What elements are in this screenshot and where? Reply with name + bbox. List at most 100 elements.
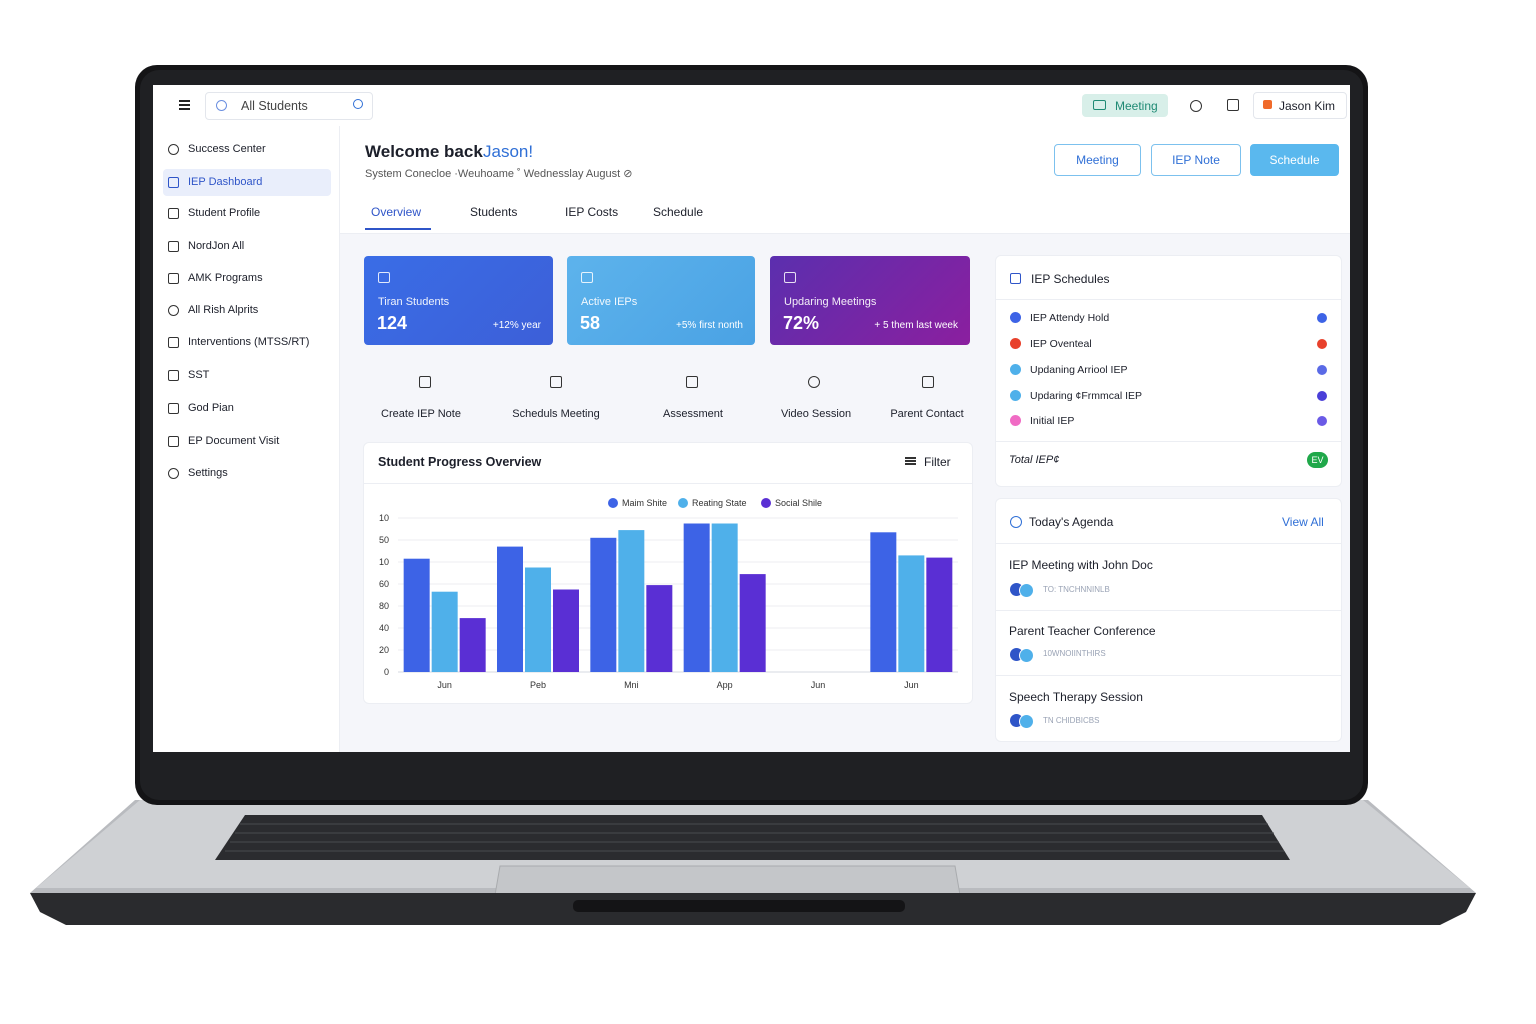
agenda-item-meta: TN CHIDBICBS	[1043, 716, 1100, 725]
agenda-item-meta: 10WNOIINTHIRS	[1043, 649, 1106, 658]
agenda-title: Today's Agenda	[1029, 515, 1114, 529]
chart-card	[363, 442, 973, 704]
schedules-card	[995, 255, 1342, 487]
avatar	[1019, 714, 1034, 729]
laptop-notch	[573, 900, 905, 912]
welcome-name: Jason!	[483, 142, 534, 161]
search-box[interactable]: All Students	[205, 92, 373, 120]
stat-icon	[378, 272, 390, 283]
divider	[996, 610, 1341, 611]
divider	[996, 543, 1341, 544]
stat-value: 72%	[783, 313, 820, 333]
quick-action-icon	[808, 376, 820, 388]
status-indicator	[1317, 365, 1327, 375]
sidebar-active-bg	[163, 169, 331, 196]
agenda-item-title[interactable]: Parent Teacher Conference	[1009, 624, 1156, 638]
quick-action[interactable]: Parent Contact	[890, 408, 964, 420]
sidebar-icon	[168, 403, 179, 414]
user-menu[interactable]: Jason Kim	[1253, 92, 1347, 119]
iep-note-button[interactable]: IEP Note	[1151, 144, 1241, 176]
user-icon	[1263, 100, 1272, 109]
sidebar-item[interactable]: SST	[188, 369, 210, 381]
filter-button[interactable]: Filter	[924, 455, 951, 469]
stat-card[interactable]: Active IEPs 58 +5% first nonth	[567, 256, 755, 345]
stat-icon	[784, 272, 796, 283]
sidebar-icon	[168, 370, 179, 381]
stat-change: +12% year	[492, 320, 541, 331]
status-dot	[1010, 390, 1021, 401]
top-bar: All Students Meeting Jason Kim	[153, 85, 1350, 127]
sidebar-icon	[168, 144, 179, 155]
schedule-item[interactable]: IEP Attendy Hold	[1030, 312, 1110, 324]
divider	[996, 441, 1341, 442]
schedules-title: IEP Schedules	[1031, 272, 1110, 286]
agenda-item-title[interactable]: IEP Meeting with John Doc	[1009, 558, 1153, 572]
schedule-button[interactable]: Schedule	[1250, 144, 1339, 176]
button-label: Meeting	[1076, 153, 1119, 167]
stat-change: + 5 them last week	[874, 320, 958, 331]
status-indicator	[1317, 416, 1327, 426]
status-indicator	[1317, 339, 1327, 349]
tab[interactable]: Students	[470, 205, 518, 219]
menu-icon[interactable]	[179, 100, 190, 102]
total-label: Total IEP¢	[1009, 454, 1060, 466]
messages-icon[interactable]	[1227, 99, 1239, 111]
quick-action[interactable]: Assessment	[663, 408, 723, 420]
meeting-pill[interactable]: Meeting	[1082, 94, 1168, 117]
sidebar-icon	[168, 241, 179, 252]
search-scope-icon	[216, 100, 227, 111]
badge-text: EV	[1311, 455, 1324, 465]
meeting-icon	[1093, 100, 1106, 110]
schedules-icon	[1010, 273, 1021, 284]
sidebar-item[interactable]: All Rish Alprits	[188, 304, 259, 316]
divider	[364, 483, 972, 484]
welcome-greeting: Welcome back	[365, 142, 483, 161]
stat-label: Tiran Students	[378, 296, 450, 308]
filter-icon	[905, 457, 916, 459]
agenda-item-meta: TO: TNCHNNINLB	[1043, 585, 1110, 594]
stat-card[interactable]: Updaring Meetings 72% + 5 them last week	[770, 256, 970, 345]
sidebar-item[interactable]: IEP Dashboard	[188, 176, 263, 188]
tab-underline	[365, 228, 431, 230]
sidebar-item[interactable]: AMK Programs	[188, 272, 263, 284]
sidebar-item[interactable]: Student Profile	[188, 207, 261, 219]
agenda-card	[995, 498, 1342, 742]
quick-action-icon	[922, 376, 934, 388]
sidebar-item[interactable]: Settings	[188, 467, 228, 479]
meeting-button[interactable]: Meeting	[1054, 144, 1141, 176]
stat-change: +5% first nonth	[676, 320, 743, 331]
stat-label: Updaring Meetings	[784, 296, 877, 308]
quick-action[interactable]: Video Session	[780, 408, 852, 420]
status-dot	[1010, 338, 1021, 349]
schedule-item[interactable]: Initial IEP	[1030, 415, 1075, 427]
sidebar-item[interactable]: EP Document Visit	[188, 435, 280, 447]
sidebar-item[interactable]: God Pian	[188, 402, 234, 414]
schedule-item[interactable]: Updaning Arriool IEP	[1030, 364, 1128, 376]
tab[interactable]: IEP Costs	[565, 205, 619, 219]
chart-title: Student Progress Overview	[378, 455, 542, 469]
sidebar-icon	[168, 337, 179, 348]
sidebar-item[interactable]: NordJon All	[188, 240, 245, 252]
welcome-subtitle: System Conecloe ·Weuhoame ˚ Wednesslay A…	[365, 168, 633, 180]
meeting-label: Meeting	[1115, 99, 1158, 113]
view-all-link[interactable]: View All	[1282, 515, 1324, 529]
stat-card[interactable]: Tiran Students 124 +12% year	[364, 256, 553, 345]
sidebar-icon	[168, 468, 179, 479]
tab[interactable]: Overview	[371, 205, 422, 219]
notifications-icon[interactable]	[1190, 100, 1202, 112]
search-icon	[353, 99, 363, 109]
schedule-item[interactable]: Updaring ¢Frmmcal IEP	[1030, 390, 1143, 402]
sidebar-icon	[168, 436, 179, 447]
button-label: IEP Note	[1172, 153, 1220, 167]
sidebar-icon	[168, 273, 179, 284]
status-indicator	[1317, 391, 1327, 401]
schedule-item[interactable]: IEP Oventeal	[1030, 338, 1092, 350]
stat-value: 124	[377, 313, 408, 333]
agenda-item-title[interactable]: Speech Therapy Session	[1009, 690, 1143, 704]
quick-action[interactable]: Create IEP Note	[381, 408, 461, 420]
sidebar-item[interactable]: Interventions (MTSS/RT)	[188, 336, 310, 348]
quick-action[interactable]: Scheduls Meeting	[512, 408, 600, 420]
tab[interactable]: Schedule	[653, 205, 704, 219]
sidebar-icon	[168, 177, 179, 188]
sidebar-item[interactable]: Success Center	[188, 143, 266, 155]
